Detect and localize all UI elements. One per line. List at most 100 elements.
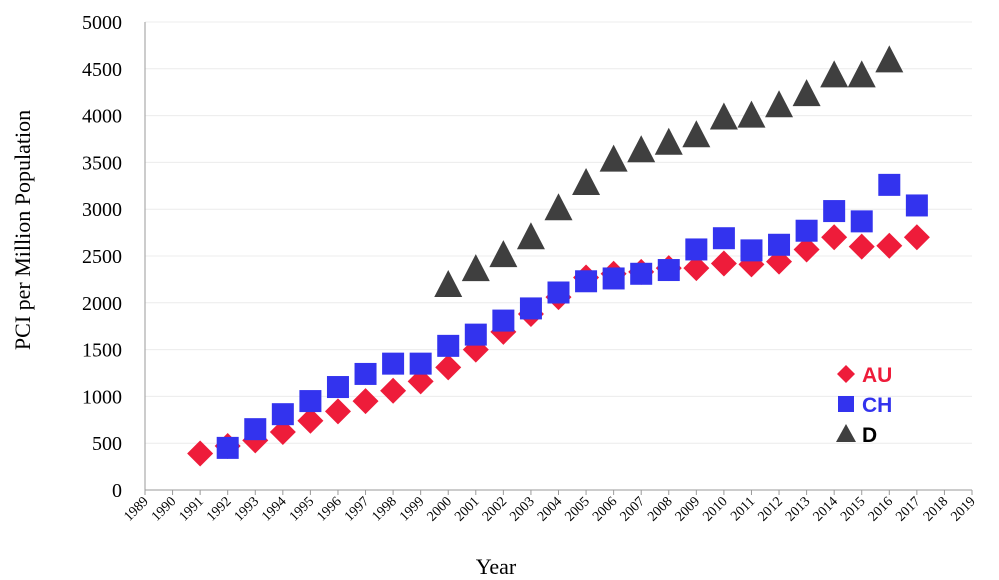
point-CH-2007 [630, 262, 653, 285]
point-D-2014 [820, 60, 849, 88]
x-axis-ticks: 1989199019911992199319941995199619971998… [121, 490, 979, 525]
x-tick-label-2002: 2002 [480, 494, 510, 524]
x-axis-title: Year [476, 554, 517, 579]
point-AU-2014 [821, 224, 848, 251]
point-CH-2012 [768, 233, 791, 256]
series-CH [216, 173, 928, 459]
legend-marker-CH [838, 396, 854, 412]
y-axis-title: PCI per Million Population [10, 110, 35, 350]
x-tick-label-1990: 1990 [149, 494, 179, 524]
y-tick-label-5000: 5000 [82, 12, 122, 34]
x-tick-label-1999: 1999 [397, 494, 427, 524]
point-AU-2016 [876, 232, 903, 259]
x-tick-label-1995: 1995 [287, 494, 317, 524]
point-CH-2017 [905, 194, 928, 217]
x-tick-label-2003: 2003 [507, 494, 537, 524]
point-CH-1995 [299, 390, 322, 413]
legend-label-AU: AU [862, 364, 892, 387]
point-D-2004 [544, 193, 573, 221]
x-tick-label-1991: 1991 [177, 494, 207, 524]
point-D-2008 [654, 127, 683, 155]
point-CH-2002 [492, 309, 515, 332]
x-tick-label-2008: 2008 [645, 494, 675, 524]
legend-label-D: D [862, 424, 877, 447]
point-D-2007 [627, 135, 656, 163]
y-tick-label-1500: 1500 [82, 340, 122, 362]
y-tick-label-0: 0 [112, 480, 122, 502]
y-tick-label-4500: 4500 [82, 59, 122, 81]
point-CH-2003 [519, 297, 542, 320]
point-AU-2015 [848, 233, 875, 260]
point-CH-1993 [244, 418, 267, 441]
x-tick-label-2004: 2004 [535, 494, 565, 524]
point-CH-2008 [657, 259, 680, 282]
point-AU-1995 [297, 407, 324, 434]
point-D-2001 [461, 254, 490, 282]
x-tick-label-2012: 2012 [755, 494, 785, 524]
point-CH-2015 [850, 210, 873, 233]
x-tick-label-2011: 2011 [728, 494, 758, 524]
point-CH-1998 [382, 352, 405, 375]
x-tick-label-2019: 2019 [948, 494, 978, 524]
x-tick-label-2015: 2015 [838, 494, 868, 524]
x-tick-label-2001: 2001 [452, 494, 482, 524]
x-tick-label-1997: 1997 [342, 494, 372, 524]
x-tick-label-1992: 1992 [204, 494, 234, 524]
x-tick-label-2006: 2006 [590, 494, 620, 524]
x-tick-label-2018: 2018 [921, 494, 951, 524]
point-CH-1996 [326, 376, 349, 399]
x-tick-label-2017: 2017 [893, 494, 923, 524]
y-tick-label-4000: 4000 [82, 106, 122, 128]
point-AU-2000 [435, 354, 462, 381]
point-D-2010 [709, 102, 738, 130]
point-D-2015 [847, 60, 876, 88]
x-tick-label-2016: 2016 [866, 494, 896, 524]
point-D-2013 [792, 79, 821, 107]
x-tick-label-1998: 1998 [370, 494, 400, 524]
point-D-2012 [765, 90, 794, 118]
x-tick-label-2000: 2000 [425, 494, 455, 524]
point-D-2000 [434, 270, 463, 298]
point-CH-1997 [354, 362, 377, 385]
series-D [434, 45, 904, 298]
point-D-2002 [489, 240, 518, 268]
point-AU-1998 [380, 377, 407, 404]
x-tick-label-2005: 2005 [562, 494, 592, 524]
y-tick-label-2500: 2500 [82, 246, 122, 268]
point-AU-1991 [187, 440, 214, 467]
point-AU-2010 [710, 250, 737, 277]
x-tick-label-2009: 2009 [673, 494, 703, 524]
point-AU-1996 [324, 398, 351, 425]
point-CH-2013 [795, 219, 818, 242]
x-tick-label-1989: 1989 [121, 494, 151, 524]
legend: AU CH D [836, 364, 892, 447]
data-series [187, 45, 930, 467]
y-tick-label-3500: 3500 [82, 152, 122, 174]
point-D-2005 [572, 167, 601, 195]
point-AU-1997 [352, 388, 379, 415]
y-tick-label-500: 500 [92, 433, 122, 455]
point-CH-2000 [437, 334, 460, 357]
y-tick-label-3000: 3000 [82, 199, 122, 221]
point-CH-2014 [823, 200, 846, 223]
legend-marker-D [836, 424, 856, 442]
point-CH-2011 [740, 239, 763, 262]
y-tick-label-2000: 2000 [82, 293, 122, 315]
y-axis-ticks: 0 500 1000 1500 2000 2500 3000 3500 4000 4500 5000 [82, 12, 122, 502]
x-tick-label-1996: 1996 [314, 494, 344, 524]
point-CH-1992 [216, 436, 239, 459]
x-tick-label-1993: 1993 [232, 494, 262, 524]
x-tick-label-2014: 2014 [811, 494, 841, 524]
point-D-2003 [516, 222, 545, 250]
point-CH-2016 [878, 173, 901, 196]
point-AU-2017 [903, 224, 930, 251]
point-D-2011 [737, 100, 766, 128]
x-tick-label-1994: 1994 [259, 494, 289, 524]
point-CH-2001 [464, 323, 487, 346]
point-AU-1999 [407, 368, 434, 395]
point-AU-1994 [269, 418, 296, 445]
point-AU-2009 [683, 255, 710, 282]
point-CH-2005 [575, 270, 598, 293]
legend-label-CH: CH [862, 394, 892, 417]
